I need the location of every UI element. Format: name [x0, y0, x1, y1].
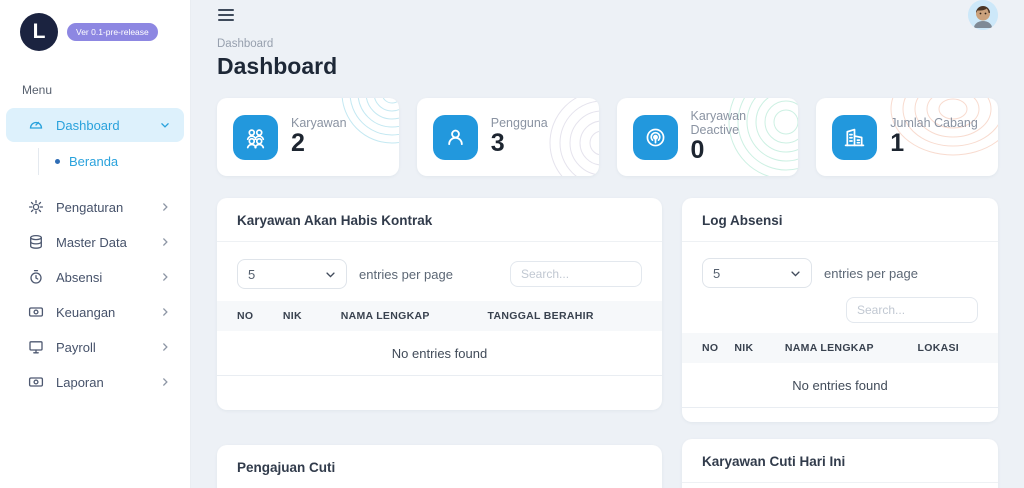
bullet-dot — [55, 159, 60, 164]
column-header[interactable]: LOKASI — [909, 333, 998, 363]
entries-per-page-select[interactable]: 5 — [702, 258, 812, 288]
entries-per-page-select[interactable]: 5 — [237, 259, 347, 289]
stat-value: 1 — [890, 129, 905, 158]
page-content: Dashboard Dashboard — [190, 30, 1024, 488]
column-header[interactable]: NO — [682, 333, 727, 363]
sidebar-item-keuangan[interactable]: Keuangan — [6, 295, 184, 329]
chevron-right-icon — [160, 237, 170, 247]
entries-per-page-label: entries per page — [359, 266, 453, 282]
sidebar-item-label: Dashboard — [56, 117, 120, 133]
panel-title: Pengajuan Cuti — [217, 445, 662, 488]
stat-card-pengguna: Pengguna 3 — [416, 98, 599, 176]
sidebar-item-master-data[interactable]: Master Data — [6, 225, 184, 259]
users-group-icon — [233, 114, 278, 160]
chevron-right-icon — [160, 202, 170, 212]
user-icon — [432, 114, 478, 160]
chevron-right-icon — [160, 377, 170, 387]
stat-cards-row: Karyawan 2 Pengguna — [217, 98, 998, 176]
column-header[interactable]: NAMA LENGKAP — [776, 333, 910, 363]
column-header[interactable]: NIK — [726, 333, 777, 363]
entries-select-value: 5 — [713, 265, 721, 281]
gear-icon — [28, 199, 44, 215]
sidebar-item-label: Master Data — [56, 234, 127, 250]
chevron-right-icon — [160, 307, 170, 317]
sidebar-item-payroll[interactable]: Payroll — [6, 330, 184, 364]
chevron-right-icon — [160, 272, 170, 282]
hamburger-menu-icon[interactable] — [214, 5, 238, 25]
empty-state-text: No entries found — [217, 331, 662, 376]
stat-card-jumlah-cabang: Jumlah Cabang 1 — [816, 98, 998, 176]
panel-karyawan-habis-kontrak: Karyawan Akan Habis Kontrak 5 entries pe… — [217, 198, 662, 410]
sidebar-item-label: Pengaturan — [56, 199, 124, 215]
monitor-icon — [28, 339, 44, 355]
user-avatar[interactable] — [968, 0, 998, 30]
stat-label: Karyawan — [291, 116, 347, 131]
stat-card-karyawan: Karyawan 2 — [217, 98, 399, 176]
app-logo[interactable]: L — [20, 13, 58, 51]
dashboard-icon — [28, 117, 44, 133]
chevron-down-icon — [325, 269, 336, 280]
brand: L Ver 0.1-pre-release — [0, 0, 190, 61]
building-icon — [832, 114, 878, 160]
sidebar-item-pengaturan[interactable]: Pengaturan — [6, 190, 184, 224]
chevron-down-icon — [790, 268, 801, 279]
kontrak-table: NO NIK NAMA LENGKAP TANGGAL BERAHIR No e… — [217, 301, 662, 376]
stat-value: 3 — [490, 129, 505, 158]
money-icon — [28, 304, 44, 320]
database-icon — [28, 234, 44, 250]
sidebar-item-absensi[interactable]: Absensi — [6, 260, 184, 294]
panel-karyawan-cuti-hari-ini: Karyawan Cuti Hari Ini — [682, 439, 998, 488]
version-badge: Ver 0.1-pre-release — [67, 23, 158, 41]
sidebar: L Ver 0.1-pre-release Menu Dashboard Ber… — [0, 0, 190, 488]
panel-title: Karyawan Cuti Hari Ini — [682, 439, 998, 483]
sidebar-item-laporan[interactable]: Laporan — [6, 365, 184, 399]
sidebar-subitem-label: Beranda — [69, 154, 119, 169]
column-header[interactable]: NAMA LENGKAP — [332, 301, 480, 331]
topbar — [190, 0, 1024, 30]
menu-section-label: Menu — [22, 83, 53, 97]
stat-value: 0 — [690, 136, 705, 165]
main-area: Dashboard Dashboard — [190, 0, 1024, 488]
sidebar-item-beranda[interactable]: Beranda — [38, 148, 190, 175]
empty-state-text: No entries found — [682, 363, 998, 408]
stopwatch-icon — [28, 269, 44, 285]
panel-log-absensi: Log Absensi 5 entries per page — [682, 198, 998, 422]
panel-pengajuan-cuti: Pengajuan Cuti — [217, 445, 662, 488]
sidebar-item-label: Keuangan — [56, 304, 116, 320]
breadcrumb: Dashboard — [217, 38, 274, 50]
column-header[interactable]: NIK — [274, 301, 333, 331]
chevron-down-icon — [160, 120, 170, 130]
sidebar-item-dashboard[interactable]: Dashboard — [6, 108, 184, 142]
column-header[interactable]: NO — [217, 301, 275, 331]
stat-label: Jumlah Cabang — [890, 116, 978, 131]
column-header[interactable]: TANGGAL BERAHIR — [479, 301, 662, 331]
sidebar-item-label: Absensi — [56, 269, 103, 285]
panel-title: Karyawan Akan Habis Kontrak — [217, 198, 662, 242]
entries-per-page-label: entries per page — [824, 265, 918, 281]
entries-select-value: 5 — [248, 266, 256, 282]
stat-value: 2 — [291, 129, 305, 158]
money-icon — [28, 374, 44, 390]
absensi-table: NO NIK NAMA LENGKAP LOKASI No entries fo… — [682, 333, 998, 408]
page-title: Dashboard — [217, 53, 338, 79]
broadcast-icon — [632, 114, 678, 160]
sidebar-item-label: Laporan — [56, 374, 104, 390]
search-input[interactable] — [846, 297, 978, 323]
sidebar-item-label: Payroll — [56, 339, 96, 355]
stat-label: Pengguna — [490, 116, 548, 131]
search-input[interactable] — [510, 261, 642, 287]
panel-title: Log Absensi — [682, 198, 998, 242]
stat-label: Karyawan Deactive — [690, 109, 747, 138]
stat-card-karyawan-deactive: Karyawan Deactive 0 — [616, 98, 799, 176]
chevron-right-icon — [160, 342, 170, 352]
